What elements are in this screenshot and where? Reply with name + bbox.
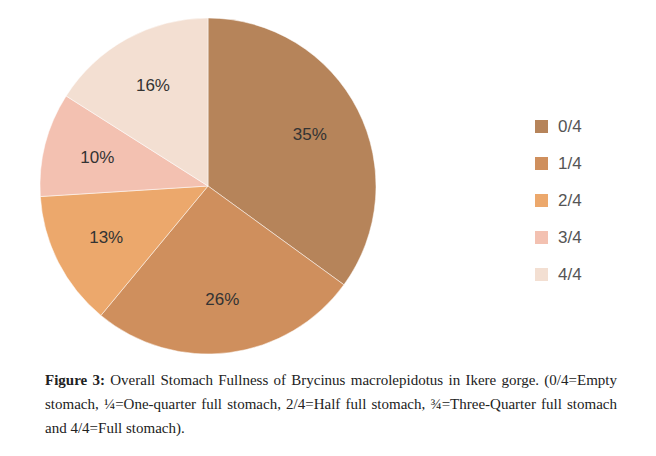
- html-text:Figure 3: Overall Stomach Full: Figure 3: Overall Stomach Fullness of Br…: [45, 372, 617, 436]
- svg-text:26%: 26%: [205, 290, 239, 309]
- html-text:1/4: 1/4: [558, 153, 582, 173]
- svg-text:16%: 16%: [136, 76, 170, 95]
- svg-text:35%: 35%: [293, 125, 327, 144]
- html-text:4/4: 4/4: [558, 264, 582, 284]
- html-text:3/4: 3/4: [558, 227, 582, 247]
- html-text:2/4: 2/4: [558, 190, 582, 210]
- svg-text:10%: 10%: [80, 148, 114, 167]
- html-text:0/4: 0/4: [558, 116, 582, 136]
- svg-text:13%: 13%: [89, 228, 123, 247]
